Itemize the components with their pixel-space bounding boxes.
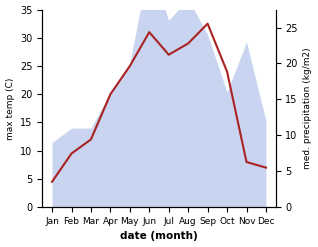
Y-axis label: max temp (C): max temp (C)	[5, 77, 15, 140]
Y-axis label: med. precipitation (kg/m2): med. precipitation (kg/m2)	[303, 48, 313, 169]
X-axis label: date (month): date (month)	[120, 231, 198, 242]
